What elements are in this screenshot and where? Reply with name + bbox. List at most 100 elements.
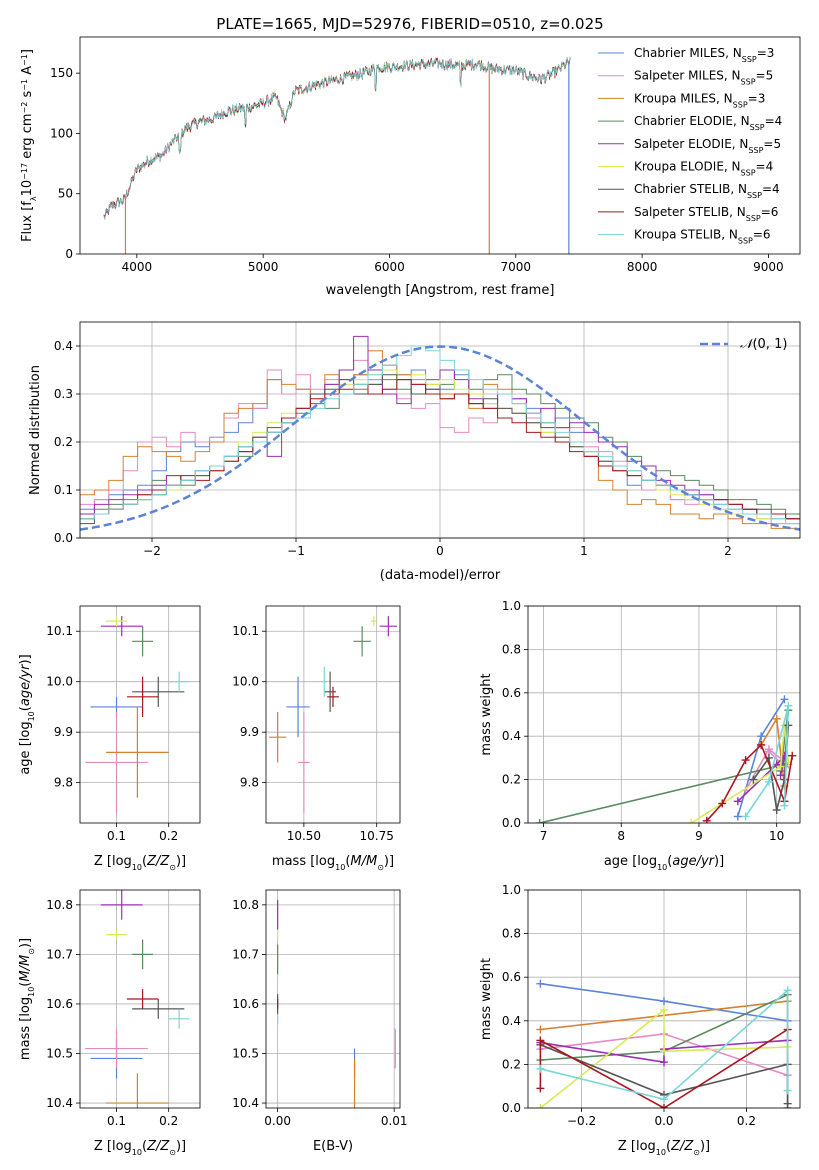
legend-label: Salpeter STELIB, NSSP=6 [634,205,778,223]
x-tick-label: 0.00 [264,1114,291,1128]
y-tick-label: 1.0 [502,599,521,613]
label-part: 10 [335,863,345,872]
data-point [132,999,185,1019]
x-tick-label: −2 [143,544,161,558]
histogram-step [80,345,800,538]
label-part: age [log [604,854,657,869]
data-point [286,676,310,738]
data-point [106,616,127,627]
y-axis-label: mass [log10(M/M⊙)] [18,938,36,1060]
y-tick-label: 10.7 [46,947,73,961]
y-tick-label: 10.4 [46,1096,73,1110]
axes-mass-vs-Z: 0.1 0.2 10.4 10.5 10.6 10.7 10.8 [46,890,200,1128]
legend-label: 𝒩(0, 1) [740,337,787,352]
label-part: Salpeter ELODIE, N [634,137,748,151]
label-part: SSP [741,77,756,86]
label-part: =4 [762,182,780,196]
data-point [370,616,377,627]
y-tick-label: 10.8 [46,898,73,912]
label-part: SSP [746,213,761,222]
weight-marker [536,1064,545,1073]
y-tick-label: 0.0 [54,531,73,545]
y-tick-label: 10.0 [46,675,73,689]
y-tick-label: 150 [50,66,73,80]
weight-plot [535,695,797,823]
y-tick-label: 0.1 [54,483,73,497]
weight-marker [536,979,545,988]
weight-marker [687,819,696,823]
label-part: Salpeter STELIB, N [634,205,746,219]
figure-title: PLATE=1665, MJD=52976, FIBERID=0510, z=0… [216,15,603,33]
data-point [106,1073,169,1108]
axes-frame [79,889,201,1109]
x-tick-label: −0.2 [567,1114,596,1128]
axes-weight-vs-age: 7 8 9 10 0.0 0.2 0.4 0.6 0.8 1.0 [502,599,800,843]
x-tick-label: 0.2 [737,1114,756,1128]
label-part: Z/Z [146,854,170,869]
data-point [85,711,148,813]
x-axis-label: Z [log10(Z/Z⊙)] [94,854,186,872]
label-part: SSP [738,236,753,245]
y-axis-label: mass weight [479,673,494,755]
weight-marker [788,751,797,760]
label-part: Z [log [618,1139,656,1154]
label-part: SSP [748,145,763,154]
weight-marker [733,797,742,806]
label-part: Flux [f [20,201,35,242]
y-tick-label: 0.4 [54,339,73,353]
axes-frame [527,605,801,824]
legend-label: Chabrier ELODIE, NSSP=4 [634,114,782,132]
label-part: SSP [747,191,762,200]
axes-residuals: −2 −1 0 1 2 0.0 0.1 0.2 0.3 0.4 [54,322,800,558]
weight-marker [780,695,789,704]
label-part: =6 [761,205,779,219]
label-part: ( [666,1139,671,1154]
label-part: mass [log [18,997,33,1060]
y-axis-label: Normed distribution [28,365,43,495]
label-part: Z/Z [146,1139,170,1154]
label-part: −2 [20,102,29,114]
weight-marker [757,732,766,741]
y-tick-label: 0.2 [54,435,73,449]
label-part: )] [384,854,394,869]
x-tick-label: 0 [436,544,444,558]
spectrum-series-line [103,56,571,220]
y-tick-label: 10.0 [232,675,259,689]
data-point [379,616,398,637]
axes-frame [265,605,401,824]
label-part: )] [176,854,186,869]
weight-marker [764,777,773,786]
label-part: Kroupa STELIB, N [634,228,738,242]
x-tick-label: 0.0 [654,1114,673,1128]
histogram-step [80,350,800,538]
data-point [168,1008,190,1029]
weight-marker [660,1095,668,1104]
x-axis-label: Z [log10(Z/Z⊙)] [94,1139,186,1157]
axes-frame [79,36,801,255]
label-part: mass [log [272,854,335,869]
weight-marker [780,801,789,810]
weight-marker [660,1104,668,1108]
label-part: SSP [741,168,756,177]
x-tick-label: 0.1 [107,829,126,843]
x-tick-label: 6000 [374,260,405,274]
weight-marker [741,812,750,821]
label-part: ( [18,982,33,987]
weight-marker [784,701,793,710]
label-part: =4 [765,114,783,128]
label-part: Salpeter MILES, N [634,69,741,83]
y-tick-label: 0.6 [502,970,521,984]
y-tick-label: 10.4 [232,1096,259,1110]
weight-marker [783,1099,792,1108]
y-axis-label: Flux [fλ10−17 erg cm−2 s−1 A−1] [20,49,38,242]
label-part: ⊙ [27,948,36,955]
weight-marker [776,762,785,771]
weight-marker [772,714,781,723]
y-tick-label: 0 [65,247,73,261]
weight-marker [776,771,785,780]
label-part: A [20,66,35,79]
weight-marker [660,997,668,1006]
y-tick-label: 0.2 [502,773,521,787]
errorbar-plot [277,899,396,1108]
